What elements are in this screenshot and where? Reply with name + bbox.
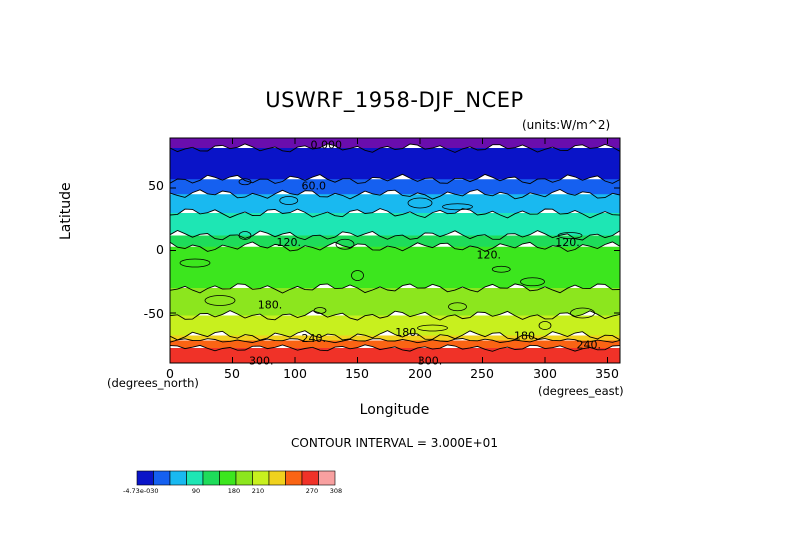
colorbar-swatch [202,470,220,486]
colorbar-swatch [235,470,253,486]
units-label: (units:W/m^2) [522,118,611,132]
y-units-label: (degrees_north) [107,376,199,390]
x-tick-label: 150 [345,366,369,381]
colorbar-label: -4.73e-030 [123,487,159,495]
contour-line [557,232,583,239]
contour-line [538,321,552,330]
contour-line [169,310,621,321]
colorbar-swatch [186,470,204,486]
x-tick-label: 300 [533,366,557,381]
contour-label: 240. [577,338,602,351]
contour-line [279,196,299,205]
contour-line [179,258,211,268]
contour-band [170,235,620,252]
chart-title: USWRF_1958-DJF_NCEP [265,88,524,112]
contour-label: 0.000 [311,138,343,151]
colorbar-swatch [301,470,319,486]
y-tick-label: 0 [156,242,164,257]
contour-band [170,246,620,293]
contour-label: 180. [395,326,420,339]
x-axis-label: Longitude [359,402,430,418]
contour-line [448,302,467,312]
contour-line [351,270,364,281]
contour-band [170,315,620,341]
colorbar-swatch [219,470,237,486]
contour-line [570,307,595,319]
contour-line [520,277,545,287]
contour-label: 120. [477,248,502,261]
contour-band [170,194,620,218]
x-tick-label: 100 [283,366,307,381]
contour-band [170,340,620,352]
contour-band [170,348,620,363]
colorbar-label: 270 [305,487,319,495]
colorbar-label: 210 [251,487,265,495]
contour-line [169,173,621,185]
contour-band [170,148,620,184]
contour-line [442,203,473,211]
contour-label: 300. [249,355,274,368]
y-tick-label: -50 [143,306,164,321]
contour-line [417,324,448,332]
colorbar-swatch [285,470,303,486]
contour-interval-label: CONTOUR INTERVAL = 3.000E+01 [291,436,498,450]
contour-line [407,197,433,209]
contour-label: 60.0 [302,180,327,193]
x-tick-label: 200 [408,366,432,381]
y-axis-label: Latitude [58,182,74,240]
colorbar-swatch [268,470,286,486]
contour-line [238,178,252,186]
contour-line [335,238,355,250]
contour-line [169,229,621,241]
colorbar-label: 180 [227,487,241,495]
contour-label: 120. [555,236,580,249]
contour-line [169,338,621,344]
colorbar-swatch [136,470,154,486]
contour-line [238,231,252,240]
colorbar-swatch [252,470,270,486]
contour-label: 180. [258,298,283,311]
contour-band [170,288,620,321]
contour-line [169,283,621,294]
x-tick-label: 250 [470,366,494,381]
contour-band [170,213,620,240]
contour-line [204,295,236,306]
contour-line [169,208,621,219]
contour-line [169,143,621,153]
contour-line [491,265,511,273]
contour-label: 240. [302,332,327,345]
contour-line [169,344,621,352]
contour-label: 120. [277,236,302,249]
x-tick-label: 50 [224,366,240,381]
contour-label: 300. [418,355,443,368]
colorbar-label: 90 [191,487,201,495]
colorbar-swatch [153,470,171,486]
contour-label: 180. [514,330,539,343]
colorbar-label: 308 [329,487,343,495]
x-tick-label: 0 [166,366,174,381]
contour-line [169,189,621,200]
x-units-label: (degrees_east) [538,384,624,398]
contour-line [169,241,621,252]
x-tick-label: 350 [595,366,619,381]
colorbar-swatch [169,470,187,486]
colorbar-swatch [318,470,336,486]
y-tick-label: 50 [148,178,164,193]
contour-band [170,179,620,200]
contour-line [313,307,327,314]
contour-line [169,330,621,341]
